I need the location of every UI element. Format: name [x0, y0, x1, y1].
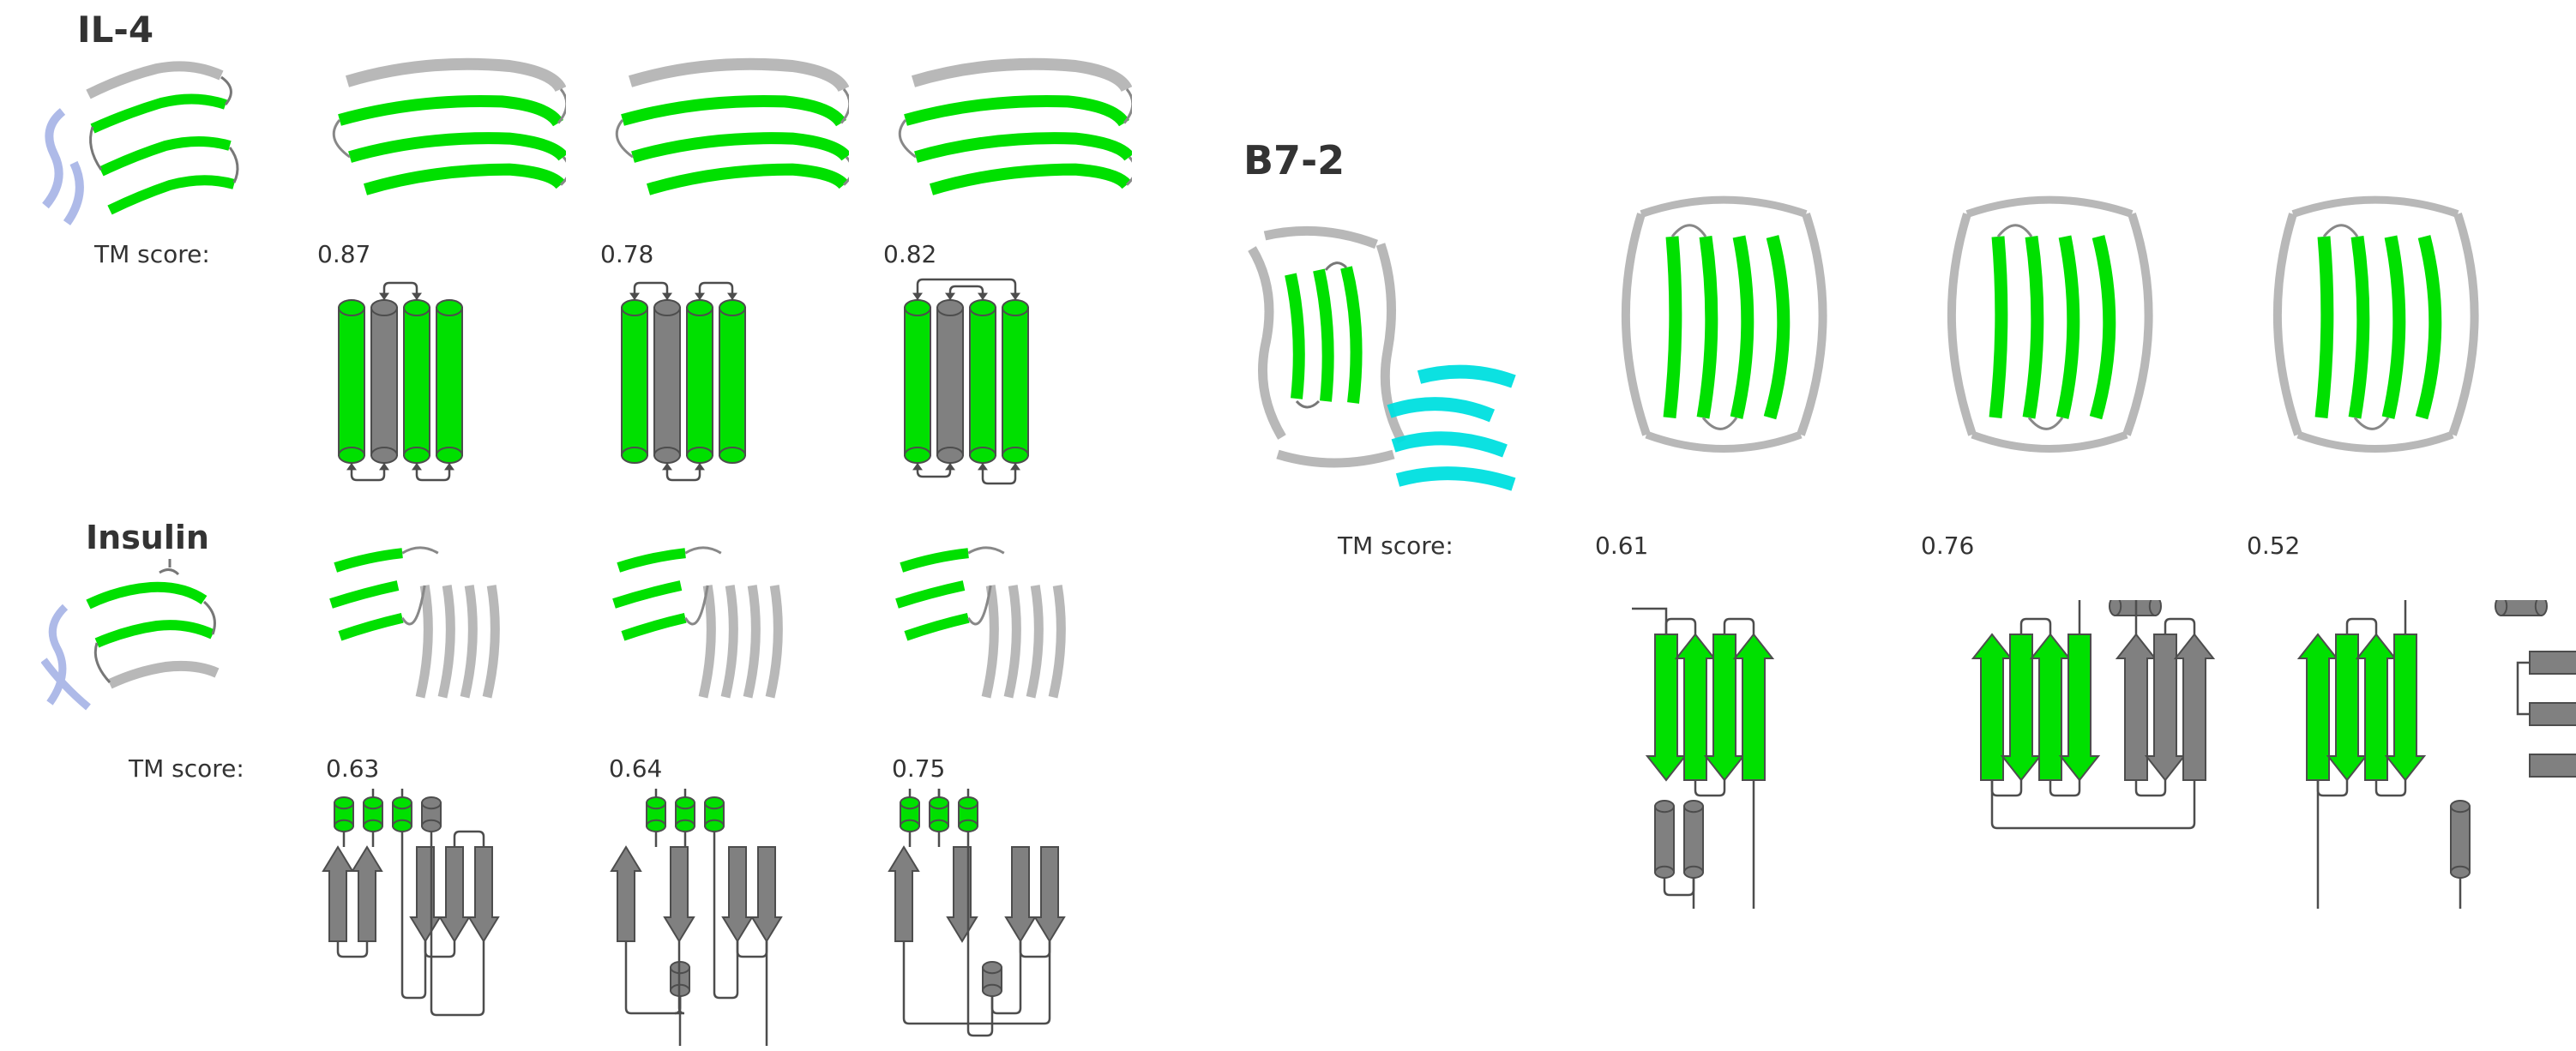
b72-tm-value: 0.52 [2247, 532, 2300, 560]
insulin-design-ribbon [309, 532, 532, 715]
il4-topology [879, 274, 1068, 492]
panel-title-insulin-text: Insulin [86, 519, 209, 556]
il4-tm-label: TM score: [94, 240, 210, 268]
il4-topology [596, 274, 785, 492]
insulin-tm-value: 0.64 [609, 754, 662, 783]
panel-title-il4: IL-4 [77, 9, 153, 51]
il4-tm-value: 0.87 [317, 240, 370, 268]
panel-title-b72-text: B7-2 [1243, 137, 1345, 183]
b72-topology [1947, 600, 2307, 912]
b72-tm-value: 0.76 [1921, 532, 1974, 560]
b72-design-ribbon [1595, 180, 1852, 466]
insulin-topology [292, 789, 540, 1049]
b72-reference-ribbon [1218, 197, 1535, 506]
b72-tm-label-text: TM score: [1338, 532, 1454, 560]
insulin-topology [858, 789, 1106, 1049]
panel-title-il4-text: IL-4 [77, 9, 153, 51]
b72-topology [2272, 600, 2576, 912]
b72-tm-label: TM score: [1338, 532, 1454, 560]
insulin-tm-value: 0.75 [892, 754, 945, 783]
il4-topology [313, 274, 502, 492]
insulin-tm-value: 0.63 [326, 754, 379, 783]
b72-design-ribbon [1921, 180, 2178, 466]
insulin-topology [575, 789, 823, 1049]
insulin-tm-label-text: TM score: [129, 754, 244, 783]
insulin-design-ribbon [875, 532, 1098, 715]
il4-design-ribbon [592, 43, 849, 201]
il4-tm-label-text: TM score: [94, 240, 210, 268]
il4-tm-value: 0.78 [600, 240, 653, 268]
b72-tm-value: 0.61 [1595, 532, 1648, 560]
insulin-tm-label: TM score: [129, 754, 244, 783]
b72-topology [1621, 600, 1981, 912]
insulin-design-ribbon [592, 532, 815, 715]
il4-design-ribbon [309, 43, 566, 201]
panel-title-insulin: Insulin [86, 519, 209, 556]
b72-design-ribbon [2247, 180, 2504, 466]
il4-design-ribbon [875, 43, 1132, 201]
il4-tm-value: 0.82 [883, 240, 936, 268]
il4-reference-ribbon [41, 51, 247, 231]
panel-title-b72: B7-2 [1243, 137, 1345, 183]
insulin-reference-ribbon [41, 557, 238, 729]
